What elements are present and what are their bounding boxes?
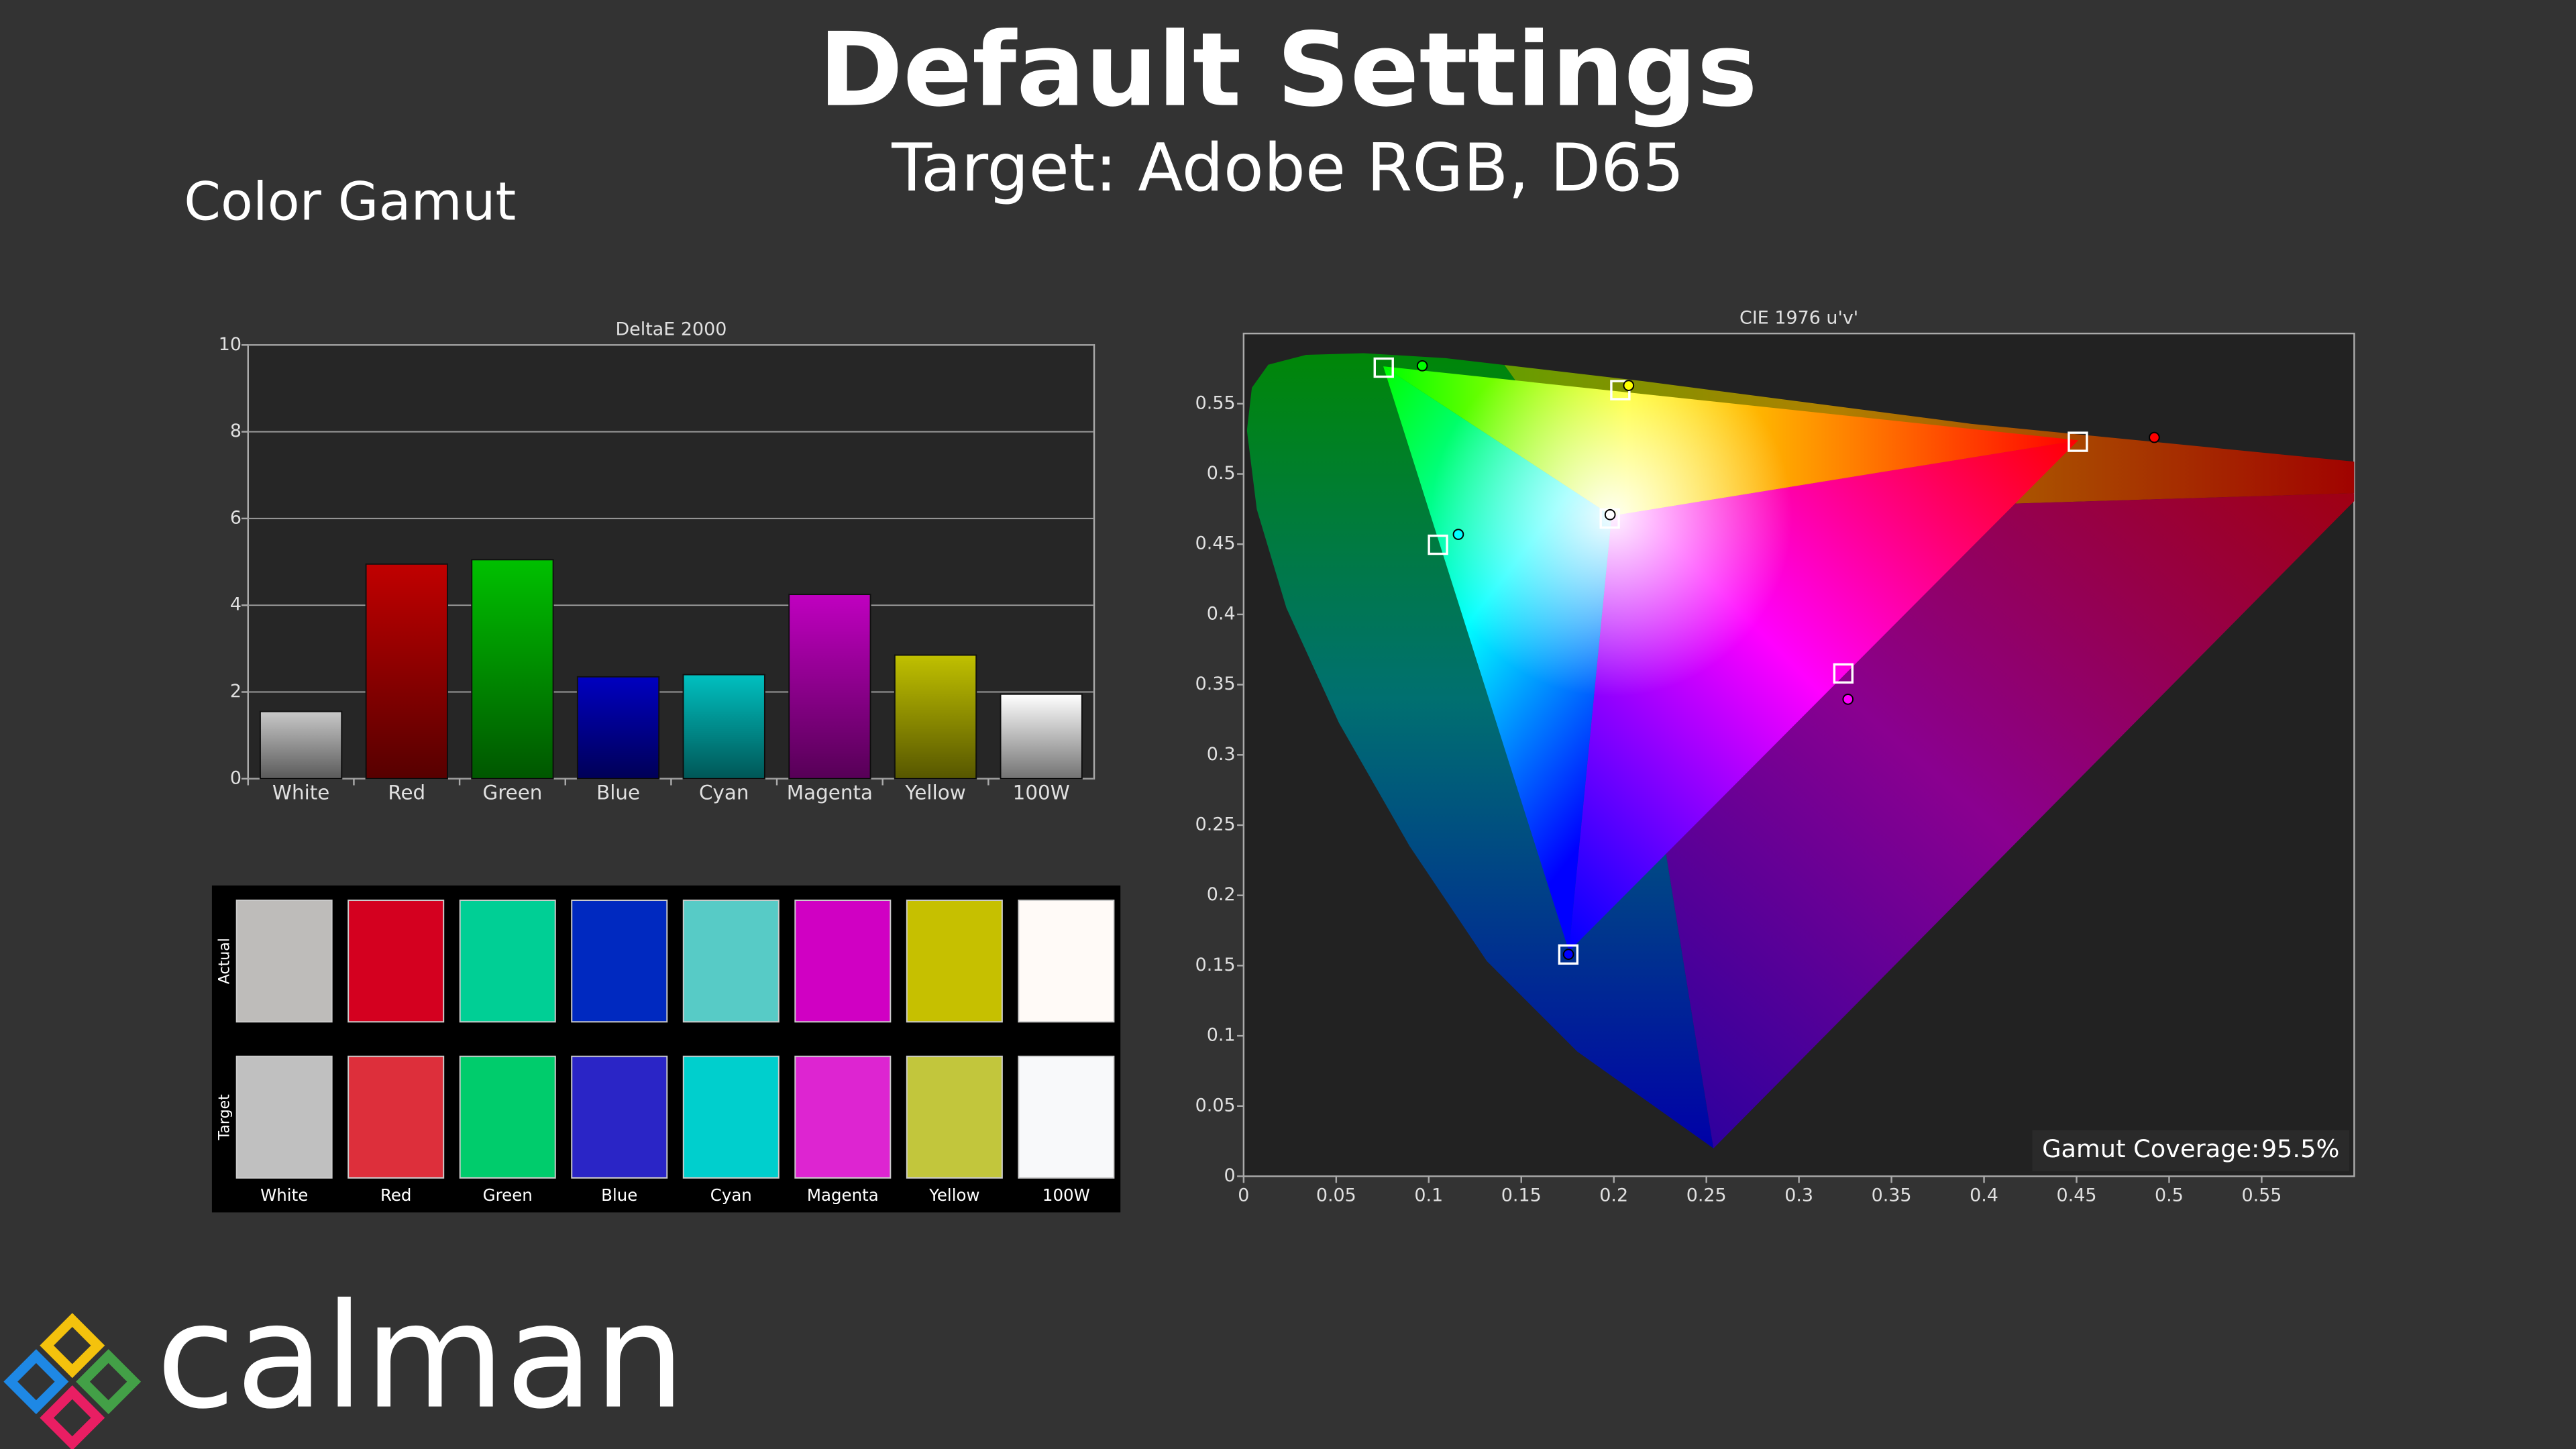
x-tick-label: 0.55	[2241, 1185, 2282, 1205]
bar-shade	[789, 594, 871, 779]
x-tick-label: 0.5	[2155, 1185, 2184, 1205]
actual-swatch	[235, 900, 333, 1023]
coverage-value: 95.5%	[2261, 1134, 2340, 1163]
target-point	[1428, 534, 1448, 555]
measured-point	[1562, 949, 1574, 960]
y-tick-label: 0.15	[1195, 955, 1236, 975]
x-tick-label: 0	[1238, 1185, 1249, 1205]
y-tick-label: 6	[230, 507, 241, 528]
target-point	[1558, 944, 1579, 965]
swatch-label: Yellow	[928, 1185, 979, 1205]
measured-point	[1604, 508, 1616, 521]
coverage-box	[2032, 1130, 2350, 1172]
measured-point	[2149, 431, 2160, 443]
y-tick-label: 0.5	[1207, 463, 1236, 484]
bar-shade	[260, 711, 342, 779]
x-tick-label: White	[272, 781, 329, 804]
target-swatch	[235, 1055, 333, 1179]
page-subtitle: Target: Adobe RGB, D65	[891, 130, 1684, 207]
target-swatch	[347, 1055, 445, 1179]
x-tick-label: Magenta	[787, 781, 873, 804]
actual-swatch	[1018, 900, 1115, 1023]
bar-shade	[683, 674, 765, 779]
y-tick-label: 2	[230, 681, 241, 702]
x-tick-label: Yellow	[904, 781, 965, 804]
target-swatch	[459, 1055, 556, 1179]
bar-shade	[366, 564, 447, 779]
page-title: Default Settings	[818, 11, 1758, 129]
x-tick-label: 0.35	[1872, 1185, 1912, 1205]
actual-swatch	[571, 900, 668, 1023]
actual-swatch	[459, 900, 556, 1023]
y-tick-label: 0.45	[1195, 533, 1236, 554]
y-tick-label: 0	[1224, 1165, 1235, 1186]
actual-swatch	[347, 900, 445, 1023]
actual-swatch	[682, 900, 780, 1023]
logo-text: calman	[156, 1273, 686, 1441]
actual-swatch	[906, 900, 1003, 1023]
target-swatch	[682, 1055, 780, 1179]
bar-shade	[1000, 694, 1082, 779]
y-tick-label: 0.2	[1207, 884, 1236, 905]
measured-point	[1623, 380, 1635, 391]
target-swatch	[571, 1055, 668, 1179]
y-tick-label: 0.4	[1207, 603, 1236, 624]
x-tick-label: 100W	[1013, 781, 1070, 804]
actual-swatch	[794, 900, 892, 1023]
chart-title: CIE 1976 u'v'	[1739, 308, 1858, 329]
swatch-label: Magenta	[807, 1185, 879, 1205]
x-tick-label: 0.2	[1599, 1185, 1628, 1205]
target-point	[1833, 663, 1854, 684]
x-tick-label: Blue	[596, 781, 640, 804]
x-tick-label: 0.4	[1970, 1185, 1998, 1205]
x-tick-label: Cyan	[699, 781, 749, 804]
y-tick-label: 0	[230, 767, 241, 788]
coverage-label: Gamut Coverage:	[2042, 1134, 2259, 1163]
x-tick-label: 0.1	[1414, 1185, 1443, 1205]
target-point	[1373, 357, 1394, 378]
x-tick-label: 0.3	[1784, 1185, 1813, 1205]
y-tick-label: 8	[230, 421, 241, 441]
logo-icon	[3, 1313, 142, 1449]
target-point	[2068, 431, 2088, 452]
y-tick-label: 0.35	[1195, 674, 1236, 694]
y-tick-label: 0.55	[1195, 392, 1236, 413]
swatch-label: Green	[483, 1185, 533, 1205]
measured-point	[1842, 694, 1854, 705]
x-tick-label: Red	[388, 781, 425, 804]
y-tick-label: 0.05	[1195, 1095, 1236, 1116]
swatch-label: White	[260, 1185, 308, 1205]
bar-shade	[472, 559, 553, 779]
target-swatch	[1018, 1055, 1115, 1179]
y-tick-label: 4	[230, 594, 241, 615]
measured-point	[1416, 360, 1428, 372]
swatch-label: Red	[380, 1185, 412, 1205]
bar-shade	[894, 655, 977, 779]
swatch-label: Cyan	[710, 1185, 752, 1205]
x-tick-label: 0.25	[1686, 1185, 1727, 1205]
y-tick-label: 0.25	[1195, 814, 1236, 835]
chart-title: DeltaE 2000	[615, 319, 727, 340]
swatch-label: Blue	[601, 1185, 637, 1205]
x-tick-label: Green	[482, 781, 542, 804]
target-swatch	[906, 1055, 1003, 1179]
x-tick-label: 0.15	[1501, 1185, 1542, 1205]
y-tick-label: 10	[219, 334, 241, 355]
swatch-label: 100W	[1042, 1185, 1090, 1205]
measured-point	[1452, 529, 1464, 540]
bar-shade	[577, 676, 659, 779]
actual-label: Actual	[217, 938, 233, 984]
x-tick-label: 0.45	[2057, 1185, 2097, 1205]
section-title: Color Gamut	[184, 172, 516, 233]
x-tick-label: 0.05	[1316, 1185, 1356, 1205]
y-tick-label: 0.1	[1207, 1025, 1236, 1046]
y-tick-label: 0.3	[1207, 744, 1236, 765]
target-swatch	[794, 1055, 892, 1179]
target-label: Target	[217, 1094, 233, 1141]
